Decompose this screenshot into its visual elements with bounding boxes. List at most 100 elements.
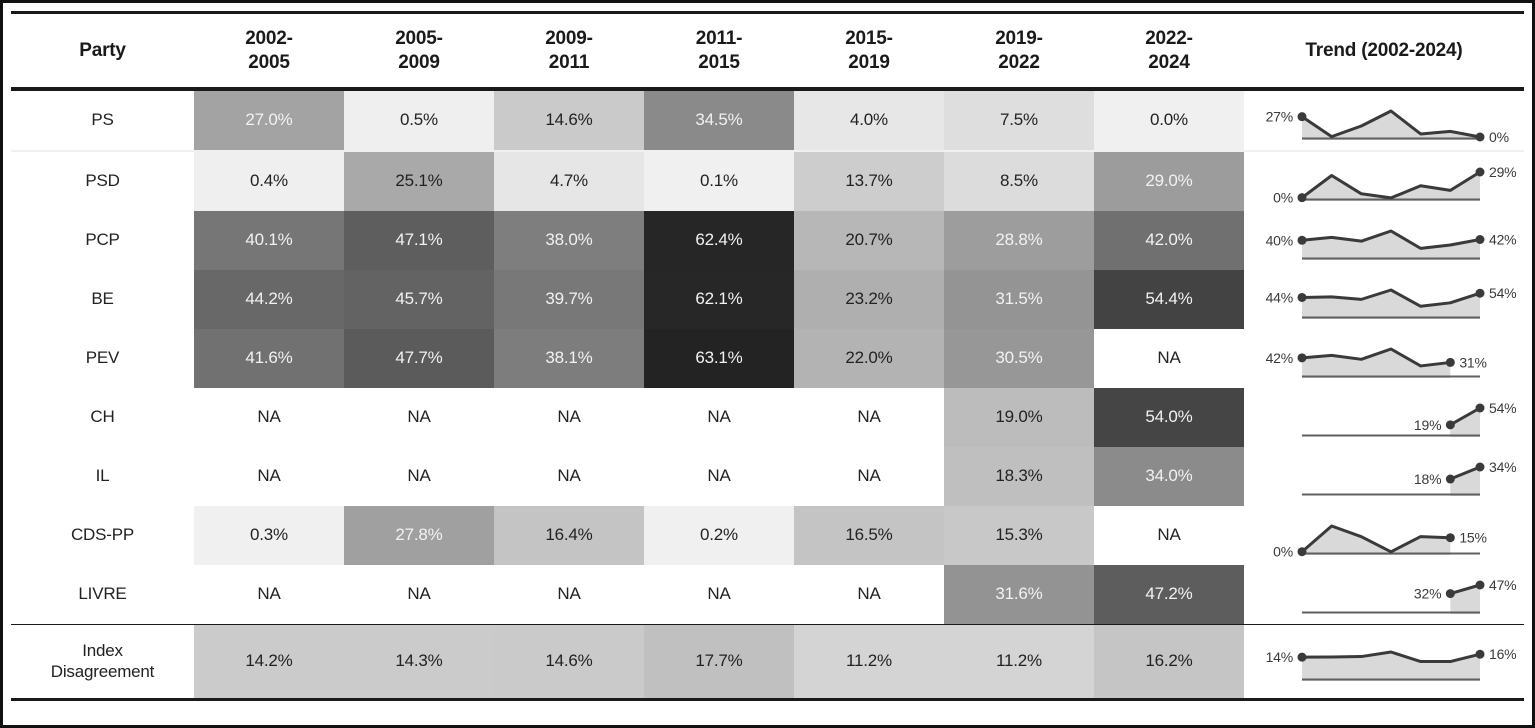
table-row-psd: PSD 0.4% 25.1% 4.7% 0.1% 13.7% 8.5% 29.0% 0% 29%	[11, 150, 1524, 211]
column-header-line: 2022	[998, 51, 1040, 73]
table-row-pcp: PCP 40.1% 47.1% 38.0% 62.4% 20.7% 28.8% 42.0% 40…	[11, 209, 1524, 270]
na-cell: NA	[794, 565, 944, 624]
trend-sparkline-psd: 0% 29%	[1244, 152, 1524, 211]
sparkline-endpoint-dot	[1475, 167, 1485, 177]
heat-cell: 17.7%	[644, 625, 794, 698]
heat-cell: 14.2%	[194, 625, 344, 698]
heat-cell: 31.6%	[944, 565, 1094, 624]
sparkline-line	[1300, 347, 1452, 368]
sparkline-endpoint-dot	[1297, 193, 1307, 203]
party-label-line: PCP	[85, 230, 120, 250]
trend-sparkline-ps: 27% 0%	[1244, 91, 1524, 150]
sparkline-endpoint-dot	[1297, 235, 1307, 245]
party-label-ps: PS	[11, 91, 194, 150]
sparkline-endpoint-dot	[1475, 235, 1485, 244]
heat-cell: 0.5%	[344, 91, 494, 150]
na-cell: NA	[344, 565, 494, 624]
sparkline-endpoint-dot	[1475, 403, 1485, 413]
sparkline-line	[1300, 288, 1482, 308]
column-header-party: Party	[11, 14, 194, 87]
table-row-ps: PS 27.0% 0.5% 14.6% 34.5% 4.0% 7.5% 0.0% 27% 0%	[11, 91, 1524, 150]
sparkline-endpoint-dot	[1445, 357, 1455, 367]
heat-cell: 0.3%	[194, 506, 344, 565]
sparkline-endpoint-dot	[1475, 462, 1485, 472]
heat-cell: 47.1%	[344, 211, 494, 270]
trend-sparkline-cds-pp: 0% 15%	[1244, 506, 1524, 565]
column-header-2022-2024: 2022- 2024	[1094, 14, 1244, 87]
sparkline-endpoint-dot	[1297, 652, 1307, 662]
heat-cell: 45.7%	[344, 270, 494, 329]
sparkline-area	[1302, 290, 1480, 319]
table-bottom-rule	[11, 698, 1524, 701]
column-header-line: Party	[79, 39, 126, 61]
trend-sparkline-be: 44% 54%	[1244, 270, 1524, 329]
sparkline-start-label: 40%	[1266, 232, 1293, 248]
sparkline-start-label: 32%	[1414, 586, 1441, 602]
column-header-2019-2022: 2019- 2022	[944, 14, 1094, 87]
table-top-rule	[11, 11, 1524, 14]
heat-cell: 41.6%	[194, 329, 344, 388]
sparkline-end-label: 29%	[1489, 164, 1516, 180]
column-header-line: 2015	[698, 51, 740, 73]
heat-cell: 38.0%	[494, 211, 644, 270]
heat-cell: 25.1%	[344, 152, 494, 211]
column-header-line: 2022-	[1145, 28, 1193, 50]
heat-cell: 47.2%	[1094, 565, 1244, 624]
table-row-index-disagreement: Index Disagreement 14.2% 14.3% 14.6% 17.7% 11.…	[11, 625, 1524, 698]
heat-cell: 63.1%	[644, 329, 794, 388]
sparkline-end-label: 42%	[1489, 232, 1516, 248]
table-row-pev: PEV 41.6% 47.7% 38.1% 63.1% 22.0% 30.5% NA 42% 31…	[11, 327, 1524, 388]
heat-cell: 38.1%	[494, 329, 644, 388]
sparkline-start-label: 0%	[1273, 544, 1293, 560]
party-label-il: IL	[11, 447, 194, 506]
column-header-line: 2005	[248, 51, 290, 73]
na-cell: NA	[344, 388, 494, 447]
na-cell: NA	[1094, 506, 1244, 565]
party-label-line: PEV	[85, 348, 120, 368]
heat-cell: 14.6%	[494, 625, 644, 698]
sparkline-endpoint-dot	[1297, 112, 1307, 122]
heat-cell: 16.4%	[494, 506, 644, 565]
party-label-line: BE	[91, 289, 114, 309]
sparkline-endpoint-dot	[1297, 353, 1307, 363]
sparkline-end-label: 31%	[1459, 354, 1486, 370]
heat-cell: 27.8%	[344, 506, 494, 565]
sparkline-end-label: 47%	[1489, 577, 1516, 593]
heat-cell: 14.6%	[494, 91, 644, 150]
header-bottom-rule	[11, 87, 1524, 91]
table-body: PS 27.0% 0.5% 14.6% 34.5% 4.0% 7.5% 0.0% 27% 0% PS…	[11, 91, 1524, 624]
sparkline-endpoint-dot	[1475, 288, 1485, 298]
sparkline-area	[1302, 526, 1451, 555]
na-cell: NA	[194, 565, 344, 624]
party-label-livre: LIVRE	[11, 565, 194, 624]
heat-cell: 11.2%	[794, 625, 944, 698]
column-header-2011-2015: 2011- 2015	[644, 14, 794, 87]
heat-cell: 62.4%	[644, 211, 794, 270]
column-header-2002-2005: 2002- 2005	[194, 14, 344, 87]
sparkline-line	[1300, 170, 1482, 200]
table-row-ch: CH NA NA NA NA NA 19.0% 54.0% 19% 54%	[11, 386, 1524, 447]
sparkline-endpoint-dot	[1475, 132, 1485, 142]
table-row-cds-pp: CDS-PP 0.3% 27.8% 16.4% 0.2% 16.5% 15.3% NA 0% 15…	[11, 504, 1524, 565]
heat-cell: 62.1%	[644, 270, 794, 329]
na-cell: NA	[194, 447, 344, 506]
na-cell: NA	[1094, 329, 1244, 388]
column-header-2009-2011: 2009- 2011	[494, 14, 644, 87]
party-label-be: BE	[11, 270, 194, 329]
trend-sparkline-livre: 32% 47%	[1244, 565, 1524, 624]
column-header-2005-2009: 2005- 2009	[344, 14, 494, 87]
column-header-line: 2011-	[695, 28, 743, 50]
heat-cell: 31.5%	[944, 270, 1094, 329]
sparkline-start-label: 42%	[1266, 350, 1293, 366]
sparkline-area	[1450, 408, 1480, 437]
trend-sparkline-pcp: 40% 42%	[1244, 211, 1524, 270]
heat-cell: 13.7%	[794, 152, 944, 211]
heat-cell: 34.0%	[1094, 447, 1244, 506]
party-label-cds-pp: CDS-PP	[11, 506, 194, 565]
heat-cell: 0.1%	[644, 152, 794, 211]
heat-cell: 11.2%	[944, 625, 1094, 698]
table-row-il: IL NA NA NA NA NA 18.3% 34.0% 18% 34%	[11, 445, 1524, 506]
column-header-2015-2019: 2015- 2019	[794, 14, 944, 87]
trend-sparkline-ch: 19% 54%	[1244, 388, 1524, 447]
